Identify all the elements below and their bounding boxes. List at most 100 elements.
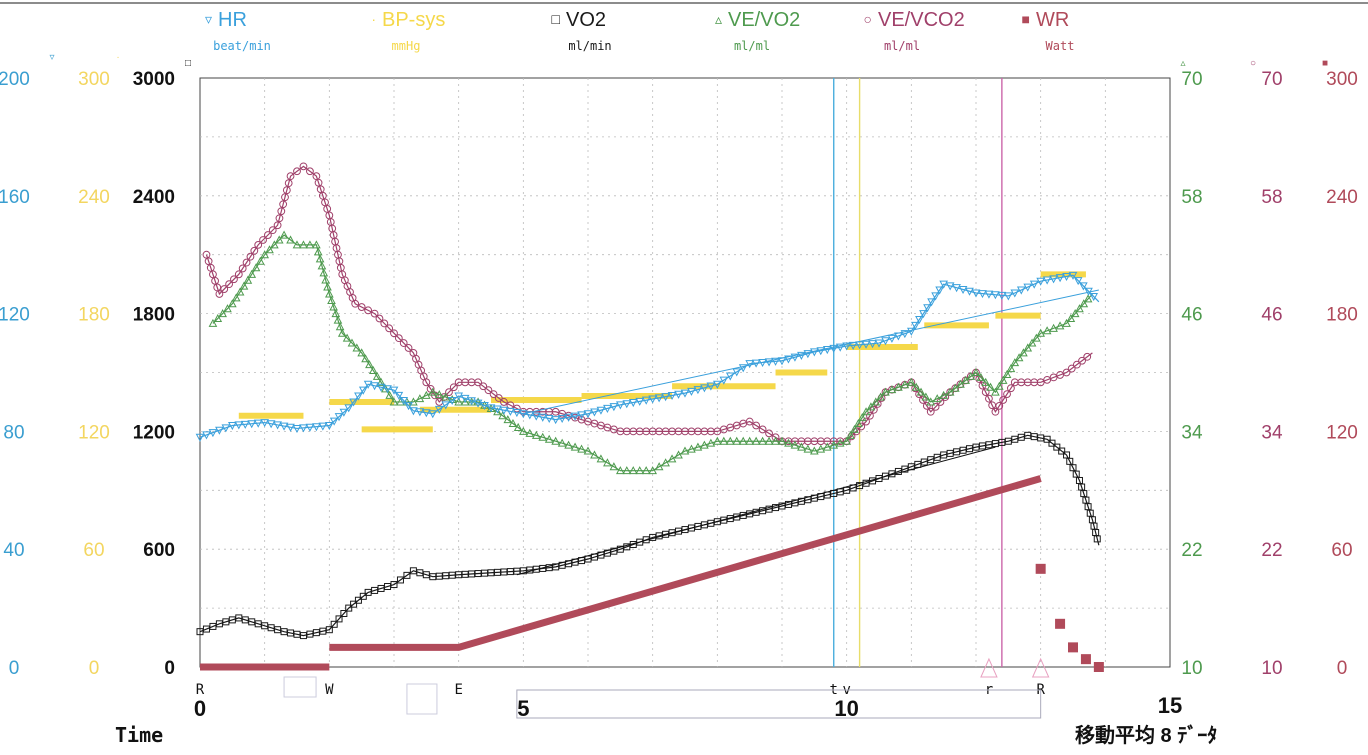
data-point bbox=[480, 401, 489, 411]
wr-line bbox=[329, 475, 1042, 651]
tick-label-bp: 120 bbox=[78, 422, 110, 443]
wr-point bbox=[1055, 618, 1066, 629]
data-point bbox=[693, 386, 703, 395]
data-point bbox=[264, 231, 272, 239]
data-point bbox=[506, 407, 515, 416]
data-point bbox=[1070, 309, 1080, 318]
data-point bbox=[215, 290, 224, 298]
data-point bbox=[317, 261, 327, 270]
data-point bbox=[822, 442, 832, 451]
tick-label-vo2: 3000 bbox=[133, 69, 175, 90]
data-point bbox=[966, 371, 976, 380]
tick-label-vo2: 1800 bbox=[133, 305, 175, 326]
data-point bbox=[846, 430, 855, 439]
data-point bbox=[544, 414, 554, 423]
data-point bbox=[958, 285, 968, 295]
data-point bbox=[850, 424, 859, 433]
tick-label-vevco2: 22 bbox=[1261, 540, 1282, 561]
data-point bbox=[359, 592, 367, 600]
data-point bbox=[1036, 277, 1046, 286]
data-point bbox=[404, 344, 413, 352]
data-point bbox=[635, 397, 645, 406]
tick-label-vo2: 0 bbox=[164, 658, 175, 679]
data-point bbox=[312, 240, 321, 249]
data-point bbox=[208, 318, 218, 327]
data-point bbox=[758, 436, 767, 445]
data-point bbox=[508, 418, 518, 428]
data-point bbox=[829, 440, 839, 449]
data-point bbox=[603, 404, 612, 413]
data-point bbox=[1010, 358, 1020, 367]
data-point bbox=[363, 380, 373, 389]
tick-label-wr: 300 bbox=[1326, 69, 1358, 90]
data-point bbox=[352, 343, 362, 352]
data-point bbox=[473, 399, 483, 408]
vo2-trend-line bbox=[516, 446, 996, 576]
legend-unit-hr: beat/min bbox=[213, 39, 271, 53]
data-point bbox=[380, 319, 389, 328]
series-line-ve/vco2 bbox=[205, 165, 1093, 442]
data-point bbox=[931, 402, 940, 411]
data-point bbox=[1027, 338, 1037, 347]
data-point bbox=[394, 391, 404, 400]
data-point bbox=[1078, 483, 1086, 491]
data-point bbox=[1083, 352, 1092, 361]
data-point bbox=[293, 167, 301, 176]
data-point bbox=[1029, 280, 1039, 289]
legend-entry-ve/vo2: VE/VO2 bbox=[728, 9, 800, 31]
data-point bbox=[299, 162, 308, 171]
legend-marker-ve/vco2: ○ bbox=[864, 11, 872, 27]
data-point bbox=[1068, 271, 1078, 280]
data-point bbox=[935, 286, 944, 295]
tick-label-wr: 60 bbox=[1331, 540, 1352, 561]
data-point bbox=[1016, 286, 1026, 295]
data-point bbox=[687, 444, 696, 453]
data-point bbox=[259, 236, 267, 244]
data-point bbox=[238, 264, 247, 273]
x-axis-label: Time bbox=[115, 723, 163, 747]
event-marker-triangle bbox=[1031, 657, 1050, 678]
data-point bbox=[270, 240, 279, 249]
data-point bbox=[994, 381, 1004, 390]
tick-label-vo2: 2400 bbox=[133, 187, 175, 208]
tick-label-vevo2: 22 bbox=[1181, 540, 1202, 561]
data-point bbox=[700, 440, 709, 449]
data-point bbox=[981, 377, 991, 386]
data-point bbox=[570, 412, 580, 421]
data-point bbox=[732, 436, 742, 445]
data-point bbox=[335, 322, 345, 331]
tick-label-hr: 120 bbox=[0, 305, 30, 326]
data-point bbox=[494, 394, 503, 402]
data-point bbox=[299, 240, 308, 249]
data-point bbox=[985, 394, 993, 403]
data-point bbox=[390, 581, 398, 589]
data-point bbox=[1079, 299, 1089, 308]
data-point bbox=[486, 404, 496, 413]
data-point bbox=[809, 446, 819, 455]
data-point bbox=[868, 340, 877, 349]
data-point bbox=[1089, 293, 1099, 302]
data-point bbox=[971, 367, 981, 376]
data-point bbox=[250, 246, 259, 255]
data-point bbox=[809, 348, 819, 357]
data-point bbox=[415, 394, 425, 403]
data-point bbox=[628, 399, 638, 408]
data-point bbox=[292, 424, 302, 434]
data-point bbox=[712, 380, 722, 389]
data-point bbox=[725, 372, 735, 381]
legend-entry-ve/vco2: VE/VCO2 bbox=[878, 9, 965, 31]
tick-label-hr: 160 bbox=[0, 187, 30, 208]
data-point bbox=[939, 280, 949, 289]
data-point bbox=[434, 405, 444, 414]
data-point bbox=[991, 407, 1000, 416]
data-point bbox=[242, 258, 251, 267]
tick-label-hr: 0 bbox=[9, 658, 20, 679]
data-point bbox=[415, 408, 425, 417]
data-point bbox=[603, 458, 612, 467]
data-point bbox=[467, 397, 476, 406]
data-point bbox=[1036, 378, 1045, 387]
data-point bbox=[342, 333, 352, 342]
data-point bbox=[984, 290, 994, 299]
data-point bbox=[454, 397, 464, 406]
hr-trend-line bbox=[523, 289, 1099, 415]
